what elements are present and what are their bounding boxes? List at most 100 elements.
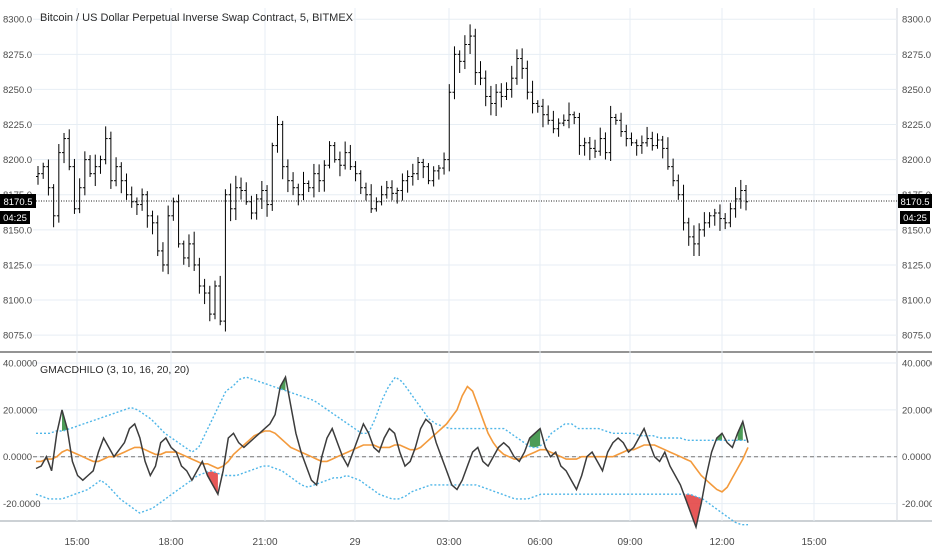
- candle: [363, 182, 368, 201]
- y-tick-label-right: 8275.0: [902, 50, 931, 61]
- candle: [160, 242, 165, 272]
- candle: [478, 61, 483, 86]
- y-tick-label-left: 8250.0: [3, 85, 32, 96]
- candle: [249, 195, 254, 220]
- y-tick-label-right: 8125.0: [902, 260, 931, 271]
- candle: [728, 202, 733, 228]
- y-tick-label-right: 8225.0: [902, 120, 931, 131]
- price-tag-left-bg: [0, 194, 36, 208]
- price-tag-right-bg: [898, 194, 932, 208]
- candle: [686, 217, 691, 246]
- upper-band-line: [36, 376, 748, 453]
- candle: [374, 197, 379, 212]
- candle: [499, 83, 504, 108]
- price-tag-left: 8170.5 04:25: [0, 194, 36, 224]
- candle: [228, 183, 233, 222]
- candle: [426, 163, 431, 185]
- candle: [577, 112, 582, 155]
- countdown-tag-left-bg: [0, 211, 30, 224]
- candle: [665, 137, 670, 170]
- candle: [535, 100, 540, 113]
- candle: [452, 46, 457, 100]
- candle: [556, 118, 561, 137]
- candle: [712, 208, 717, 226]
- candle-layer: [36, 24, 748, 332]
- indicator-y-tick-label-right: 0.0000: [902, 452, 931, 463]
- indicator-y-tick-label-left: 40.0000: [3, 359, 37, 370]
- price-tag-right-value: 8170.5: [900, 197, 929, 208]
- candle: [546, 105, 551, 125]
- indicator-y-tick-label-right: -20.0000: [902, 499, 932, 510]
- candle: [504, 82, 509, 101]
- candle: [691, 225, 696, 257]
- countdown-tag-right-bg: [900, 211, 930, 224]
- x-tick-label: 18:00: [158, 537, 183, 548]
- y-tick-label-left: 8150.0: [3, 225, 32, 236]
- candle: [462, 35, 467, 70]
- y-tick-label-left: 8300.0: [3, 15, 32, 26]
- candle: [744, 185, 748, 211]
- countdown-tag-right-value: 04:25: [903, 213, 927, 224]
- candle: [98, 155, 103, 174]
- candle: [275, 115, 280, 153]
- lower-band-line: [35, 465, 748, 526]
- candle: [317, 164, 322, 193]
- candle: [140, 188, 145, 211]
- candle: [639, 135, 644, 154]
- candle: [103, 126, 108, 165]
- candle: [166, 205, 171, 275]
- indicator-y-tick-label-left: 0.0000: [3, 452, 32, 463]
- candle: [369, 184, 374, 213]
- candle: [62, 132, 67, 164]
- y-tick-label-left: 8075.0: [3, 331, 32, 342]
- candle: [509, 65, 514, 98]
- candle: [239, 177, 244, 200]
- candle: [551, 110, 556, 134]
- candle: [129, 186, 134, 208]
- candle: [155, 215, 160, 257]
- candle: [218, 275, 223, 326]
- candle: [343, 141, 348, 170]
- y-tick-label-left: 8225.0: [3, 120, 32, 131]
- x-tick-label: 15:00: [64, 537, 89, 548]
- candle: [587, 136, 592, 161]
- grid-layer: [0, 8, 932, 522]
- candle: [213, 280, 217, 320]
- indicator-title: GMACDHILO (3, 10, 16, 20, 20): [40, 364, 189, 376]
- main-chart-title: Bitcoin / US Dollar Perpetual Inverse Sw…: [40, 12, 354, 24]
- candle: [82, 151, 87, 196]
- candle: [223, 189, 228, 332]
- candle: [254, 194, 259, 220]
- candle: [358, 170, 363, 195]
- candle: [150, 210, 155, 235]
- candle: [270, 142, 275, 211]
- candle: [181, 240, 186, 265]
- x-tick-label: 06:00: [527, 537, 552, 548]
- candle: [582, 137, 587, 156]
- candle: [51, 184, 56, 228]
- candle: [525, 60, 530, 100]
- candle: [405, 170, 410, 193]
- candle: [436, 164, 441, 180]
- y-tick-label-right: 8250.0: [902, 85, 931, 96]
- candle: [707, 212, 712, 228]
- candle: [676, 174, 681, 200]
- x-tick-label: 09:00: [617, 537, 642, 548]
- candle: [301, 171, 306, 201]
- upper-cross-fill: [529, 428, 541, 448]
- candle: [134, 197, 139, 215]
- signal-line: [36, 385, 749, 493]
- candle: [291, 172, 296, 196]
- candle: [108, 131, 113, 189]
- candle: [520, 48, 525, 79]
- candle: [192, 231, 197, 271]
- candle: [202, 278, 207, 305]
- candle: [431, 166, 436, 187]
- candle: [332, 141, 337, 163]
- y-tick-label-right: 8300.0: [902, 15, 931, 26]
- candle: [171, 197, 176, 221]
- candle: [660, 135, 665, 159]
- x-tick-label: 12:00: [709, 537, 734, 548]
